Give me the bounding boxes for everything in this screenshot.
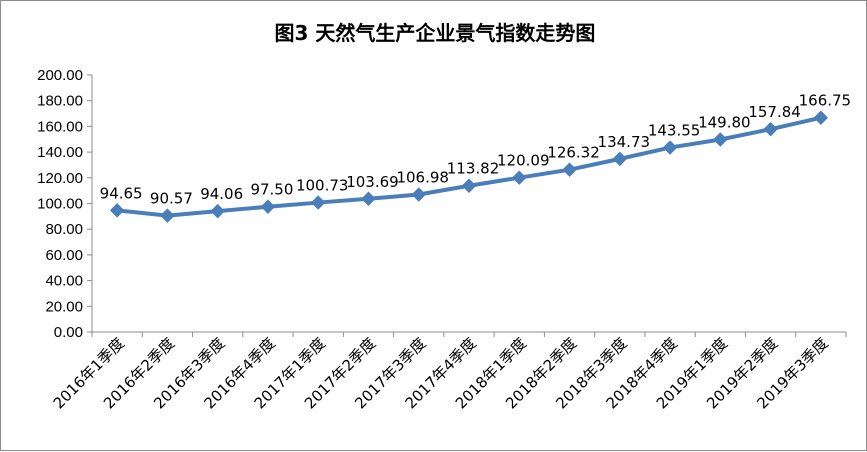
- data-point-marker: [562, 162, 577, 177]
- data-point-marker: [260, 199, 276, 214]
- y-tick-label: 200.00: [37, 67, 83, 84]
- y-tick-label: 60.00: [45, 247, 83, 264]
- y-tick-label: 0.00: [54, 324, 83, 341]
- y-tick-label: 160.00: [37, 118, 83, 135]
- data-label: 134.73: [598, 133, 651, 151]
- data-label: 97.50: [250, 181, 293, 199]
- data-point-marker: [813, 110, 829, 125]
- data-point-marker: [461, 178, 477, 193]
- data-point-marker: [109, 203, 125, 218]
- data-label: 126.32: [547, 144, 600, 162]
- data-label: 166.75: [799, 92, 852, 110]
- y-tick-label: 180.00: [37, 93, 83, 110]
- data-point-marker: [713, 132, 728, 147]
- data-label: 143.55: [648, 122, 701, 140]
- y-tick-label: 100.00: [37, 196, 83, 213]
- series-line: [109, 110, 829, 223]
- data-label: 100.73: [296, 177, 349, 195]
- data-label: 94.06: [200, 185, 243, 203]
- data-label: 94.65: [100, 184, 143, 202]
- data-point-marker: [361, 191, 376, 206]
- data-point-marker: [763, 121, 778, 137]
- data-label: 113.82: [447, 160, 500, 178]
- data-label: 157.84: [748, 103, 801, 121]
- data-label: 90.57: [150, 190, 193, 208]
- data-point-marker: [411, 187, 426, 202]
- data-point-marker: [612, 151, 628, 167]
- data-point-marker: [662, 140, 678, 155]
- data-point-marker: [310, 195, 326, 210]
- y-tick-label: 40.00: [45, 273, 83, 290]
- y-tick-label: 20.00: [45, 298, 83, 315]
- y-axis-ticks: 0.00 20.00 40.00 60.00 80.00 100.00 120.00 140.…: [37, 67, 92, 341]
- data-point-marker: [160, 208, 175, 223]
- chart-title: 图3 天然气生产企业景气指数走势图: [275, 21, 596, 45]
- y-tick-label: 120.00: [37, 170, 83, 187]
- y-tick-label: 140.00: [37, 144, 83, 161]
- data-point-marker: [512, 170, 527, 185]
- data-label: 149.80: [698, 114, 751, 132]
- data-label: 106.98: [396, 169, 449, 187]
- data-label: 103.69: [346, 173, 399, 191]
- x-axis-ticks: 2016年1季度2016年2季度2016年3季度2016年4季度2017年1季度…: [50, 332, 847, 412]
- data-point-marker: [210, 203, 225, 219]
- data-labels: 94.65 90.57 94.06 97.50 100.73103.69106.9811…: [100, 92, 851, 208]
- y-tick-label: 80.00: [45, 221, 83, 238]
- data-label: 120.09: [497, 152, 550, 170]
